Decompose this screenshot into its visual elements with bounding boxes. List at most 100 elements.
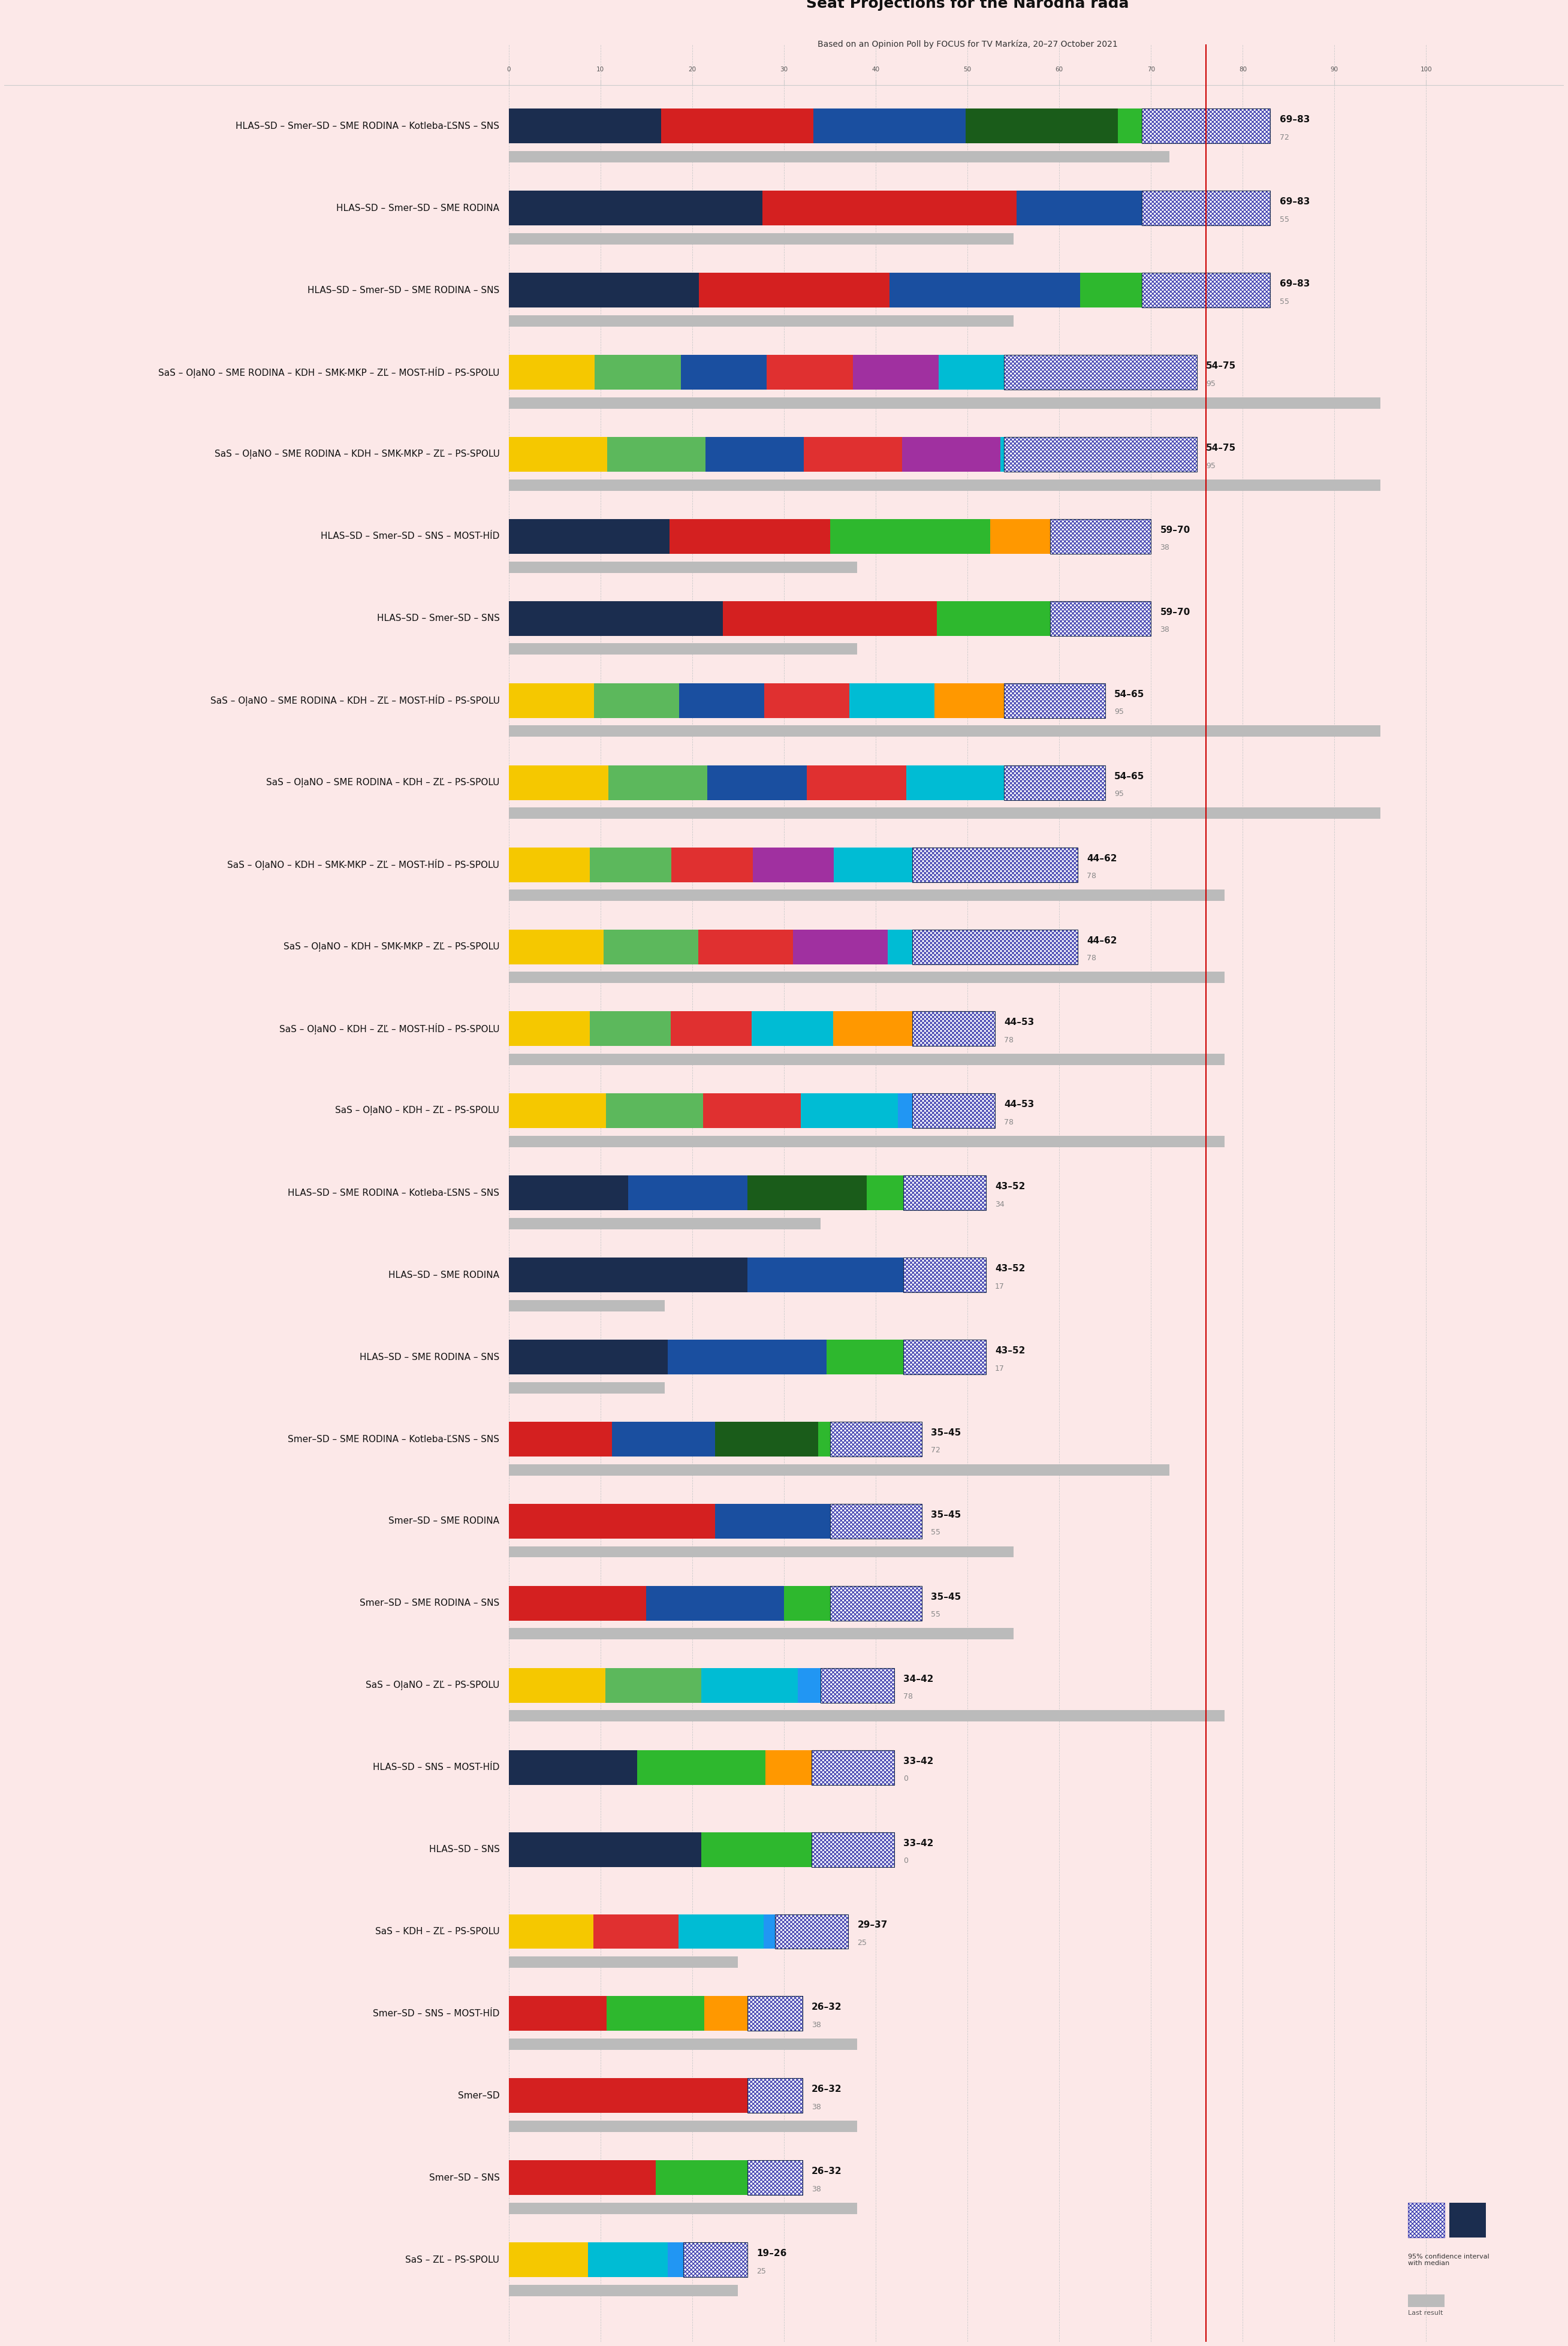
Bar	[829, 518, 991, 554]
Bar	[508, 1135, 1225, 1147]
Text: 60: 60	[1055, 66, 1063, 73]
Bar	[753, 847, 834, 882]
Bar	[508, 232, 1013, 244]
Bar	[1000, 436, 1099, 472]
Bar	[508, 1996, 607, 2032]
Bar	[1005, 765, 1105, 800]
Text: 44–62: 44–62	[1087, 936, 1116, 945]
Bar	[508, 314, 1013, 326]
Bar	[935, 683, 1019, 718]
Bar	[820, 1668, 894, 1703]
Bar	[684, 2243, 748, 2278]
Bar	[1110, 354, 1196, 389]
Text: SaS – ZĽ – PS-SPOLU: SaS – ZĽ – PS-SPOLU	[406, 2255, 500, 2264]
Text: 78: 78	[1087, 955, 1096, 962]
Bar	[668, 2243, 748, 2278]
Bar	[608, 765, 707, 800]
Bar	[1004, 436, 1196, 472]
Bar	[765, 1750, 894, 1785]
Bar	[508, 971, 1225, 983]
Bar	[670, 518, 829, 554]
Text: HLAS–SD – Smer–SD – SME RODINA: HLAS–SD – Smer–SD – SME RODINA	[337, 204, 500, 213]
Bar	[508, 272, 699, 307]
Text: Smer–SD – SME RODINA – SNS: Smer–SD – SME RODINA – SNS	[359, 1598, 500, 1607]
Bar	[707, 765, 808, 800]
Bar	[704, 1093, 801, 1128]
Bar	[668, 1340, 826, 1375]
Text: 54–65: 54–65	[1115, 772, 1145, 781]
Text: 78: 78	[1004, 1037, 1014, 1044]
Bar	[913, 929, 1077, 964]
Text: 35–45: 35–45	[931, 1593, 961, 1602]
Bar	[715, 1422, 818, 1457]
Bar	[590, 1011, 671, 1046]
Text: 0: 0	[506, 66, 511, 73]
Bar	[607, 436, 706, 472]
Text: 38: 38	[812, 2102, 822, 2111]
Text: 59–70: 59–70	[1160, 608, 1190, 617]
Bar	[1051, 518, 1151, 554]
Bar	[1449, 2203, 1486, 2238]
Bar	[508, 725, 1380, 737]
Bar	[508, 765, 608, 800]
Text: HLAS–SD – SNS – MOST-HÍD: HLAS–SD – SNS – MOST-HÍD	[373, 1762, 500, 1771]
Bar	[508, 1914, 594, 1950]
Text: 35–45: 35–45	[931, 1429, 961, 1438]
Text: 33–42: 33–42	[903, 1839, 933, 1849]
Bar	[812, 1750, 894, 1785]
Bar	[903, 1175, 986, 1211]
Bar	[913, 847, 1077, 882]
Bar	[1142, 190, 1270, 225]
Text: 55: 55	[931, 1612, 941, 1619]
Bar	[715, 1504, 922, 1539]
Text: 54–65: 54–65	[1115, 690, 1145, 699]
Bar	[508, 436, 607, 472]
Bar	[834, 847, 916, 882]
Bar	[604, 929, 698, 964]
Bar	[1004, 683, 1105, 718]
Bar	[508, 1504, 715, 1539]
Text: 38: 38	[1160, 626, 1170, 633]
Bar	[508, 190, 762, 225]
Text: 44–53: 44–53	[1004, 1018, 1035, 1028]
Bar	[508, 150, 1170, 162]
Bar	[1025, 354, 1110, 389]
Bar	[903, 1175, 986, 1211]
Bar	[906, 765, 1005, 800]
Bar	[508, 1422, 612, 1457]
Text: SaS – OļaNO – ZĽ – PS-SPOLU: SaS – OļaNO – ZĽ – PS-SPOLU	[365, 1680, 500, 1689]
Bar	[808, 765, 906, 800]
Bar	[996, 847, 1077, 882]
Text: 40: 40	[872, 66, 880, 73]
Bar	[1408, 2294, 1444, 2306]
Text: 17: 17	[996, 1283, 1005, 1290]
Bar	[508, 807, 1380, 819]
Bar	[1004, 765, 1105, 800]
Text: Last result: Last result	[1408, 2311, 1443, 2316]
Bar	[748, 2161, 803, 2196]
Text: 78: 78	[1087, 873, 1096, 880]
Text: 69–83: 69–83	[1279, 197, 1309, 206]
Text: 54–75: 54–75	[1206, 443, 1236, 453]
Bar	[913, 1011, 996, 1046]
Bar	[508, 1011, 590, 1046]
Text: 38: 38	[812, 2184, 822, 2194]
Bar	[508, 2121, 858, 2133]
Bar	[748, 2079, 803, 2114]
Text: SaS – OļaNO – KDH – SMK-MKP – ZĽ – PS-SPOLU: SaS – OļaNO – KDH – SMK-MKP – ZĽ – PS-SP…	[284, 943, 500, 952]
Bar	[1004, 354, 1196, 389]
Bar	[1142, 190, 1270, 225]
Bar	[1118, 108, 1270, 143]
Bar	[508, 108, 662, 143]
Bar	[916, 847, 996, 882]
Bar	[748, 2161, 803, 2196]
Bar	[748, 1996, 803, 2032]
Bar	[662, 108, 814, 143]
Bar	[913, 1093, 996, 1128]
Text: 38: 38	[812, 2020, 822, 2029]
Text: 44–53: 44–53	[1004, 1100, 1035, 1110]
Bar	[850, 683, 935, 718]
Bar	[1016, 190, 1270, 225]
Text: HLAS–SD – Smer–SD – SNS: HLAS–SD – Smer–SD – SNS	[376, 615, 500, 624]
Text: 0: 0	[903, 1776, 908, 1783]
